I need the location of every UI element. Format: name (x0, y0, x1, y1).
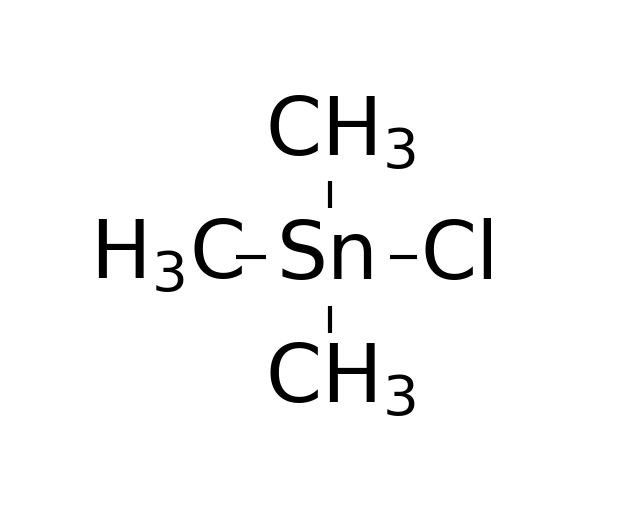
Text: Cl: Cl (420, 218, 499, 296)
Text: H$_3$C: H$_3$C (90, 218, 243, 296)
Text: CH$_3$: CH$_3$ (265, 341, 416, 420)
Text: CH$_3$: CH$_3$ (265, 94, 416, 173)
Text: Sn: Sn (277, 218, 379, 296)
